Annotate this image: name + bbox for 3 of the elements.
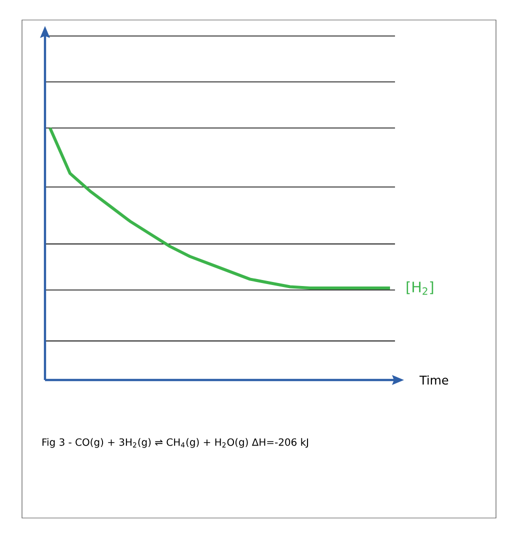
- caption: Fig 3 - CO(g) + 3H$_{2}$(g) ⇌ CH$_{4}$(g) + H$_{2}$O(g) ΔH=-206 kJ: [42, 438, 308, 448]
- series-label: [H$_{2}$]: [406, 281, 434, 295]
- x-axis-title: Time: [419, 375, 448, 385]
